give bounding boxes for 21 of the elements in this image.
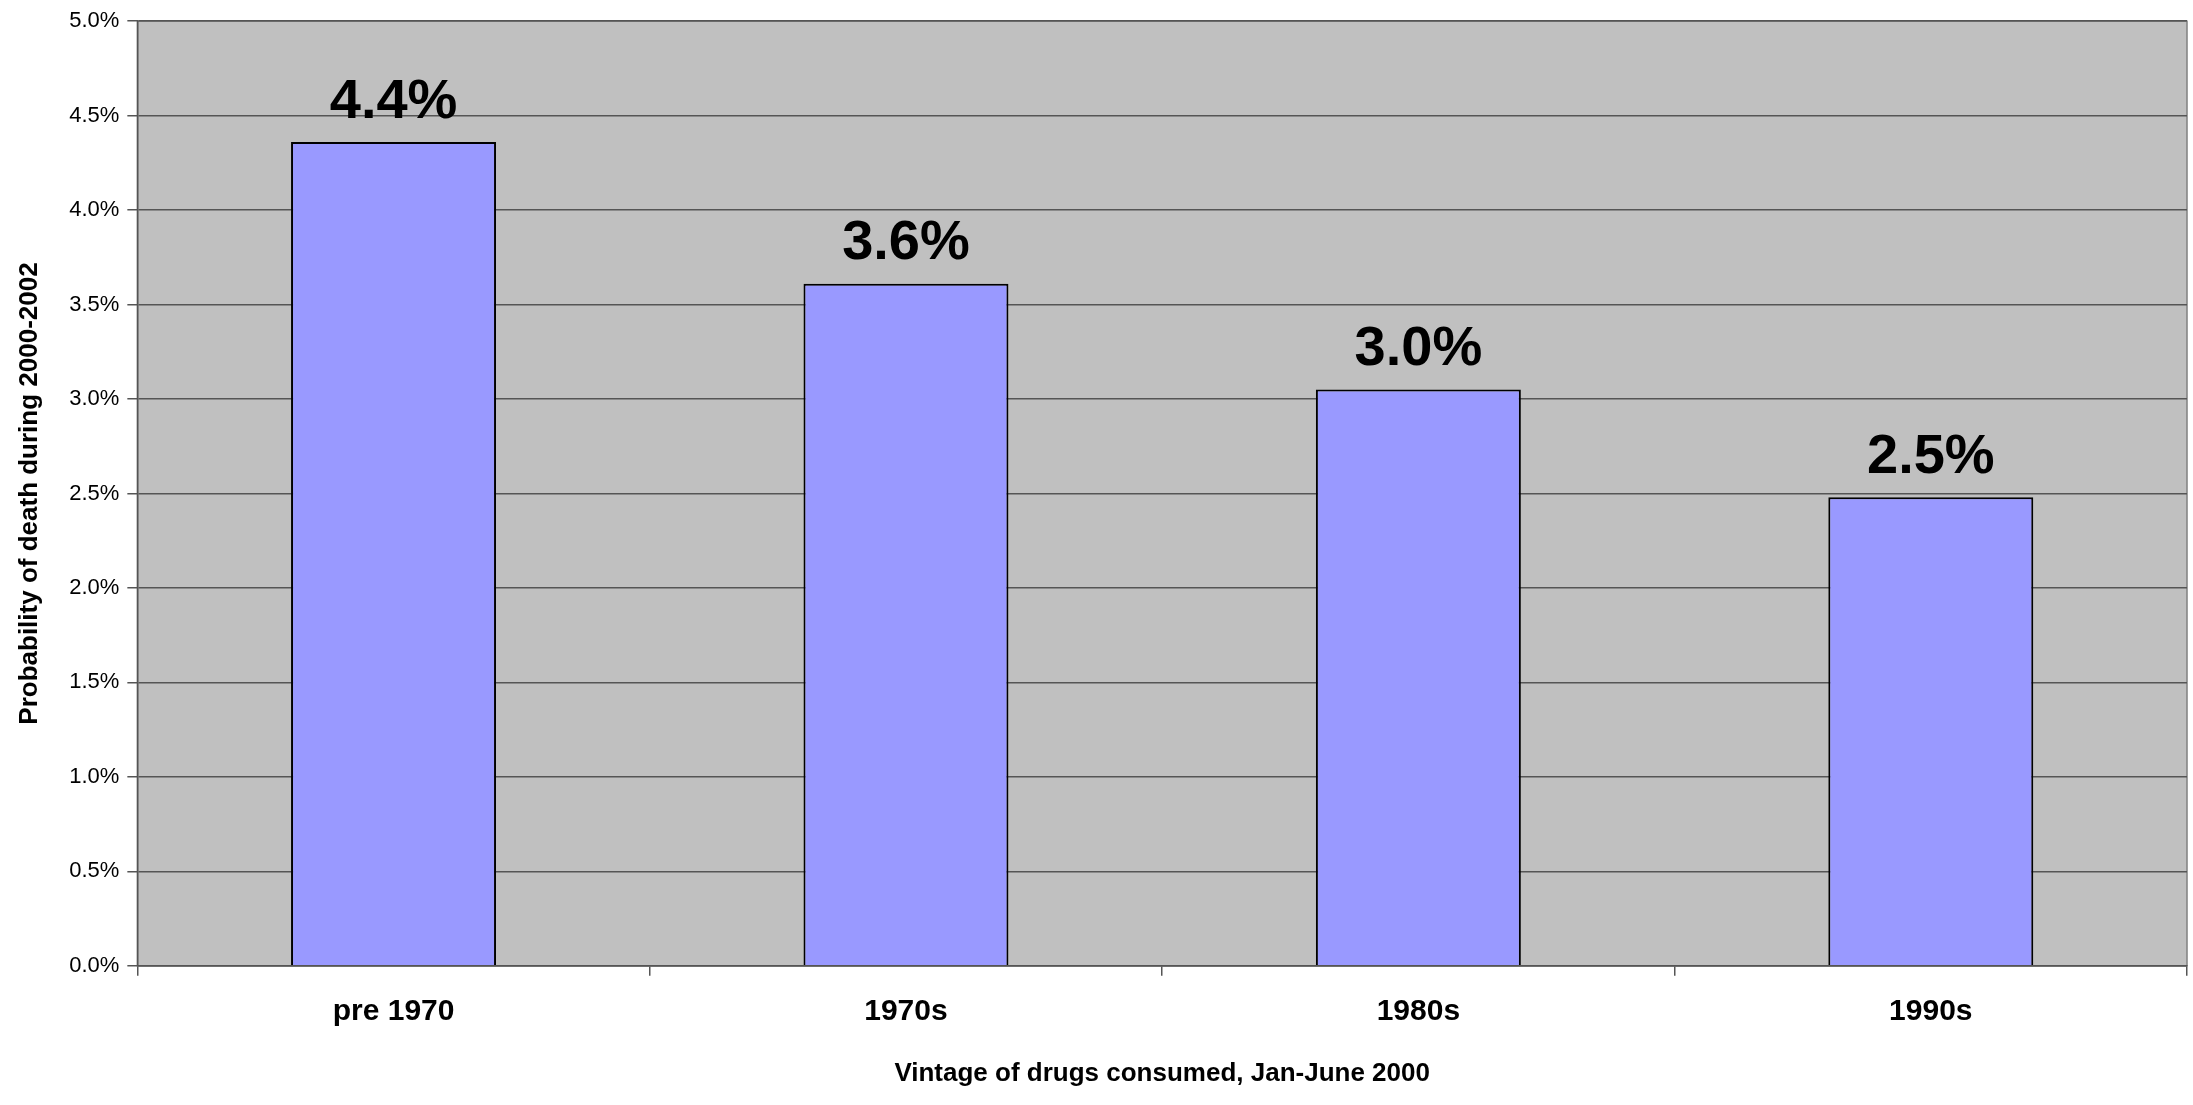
- data-label: 3.6%: [842, 208, 970, 272]
- y-tick-label: 0.5%: [69, 857, 120, 883]
- x-tick-label: 1970s: [864, 993, 948, 1027]
- y-axis-title: Probability of death during 2000-2002: [12, 262, 43, 725]
- y-tick-label: 4.5%: [69, 101, 120, 127]
- y-tick-label: 1.0%: [69, 762, 120, 788]
- x-axis-title: Vintage of drugs consumed, Jan-June 2000: [894, 1056, 1430, 1087]
- data-label: 2.5%: [1866, 421, 1995, 485]
- x-tick-label: pre 1970: [332, 993, 455, 1027]
- x-tick-label: 1990s: [1889, 993, 1973, 1027]
- data-label: 4.4%: [329, 66, 458, 130]
- y-tick-label: 2.5%: [69, 479, 120, 505]
- y-tick-label: 4.0%: [69, 196, 120, 222]
- y-tick-label: 3.0%: [69, 385, 120, 411]
- y-tick-label: 5.0%: [69, 7, 120, 33]
- x-tick-label: 1980s: [1376, 993, 1461, 1027]
- data-label: 3.0%: [1354, 314, 1483, 378]
- y-tick-label: 1.5%: [69, 668, 120, 694]
- y-tick-label: 0.0%: [69, 951, 120, 977]
- y-tick-label: 3.5%: [69, 290, 120, 316]
- y-tick-label: 2.0%: [69, 574, 120, 600]
